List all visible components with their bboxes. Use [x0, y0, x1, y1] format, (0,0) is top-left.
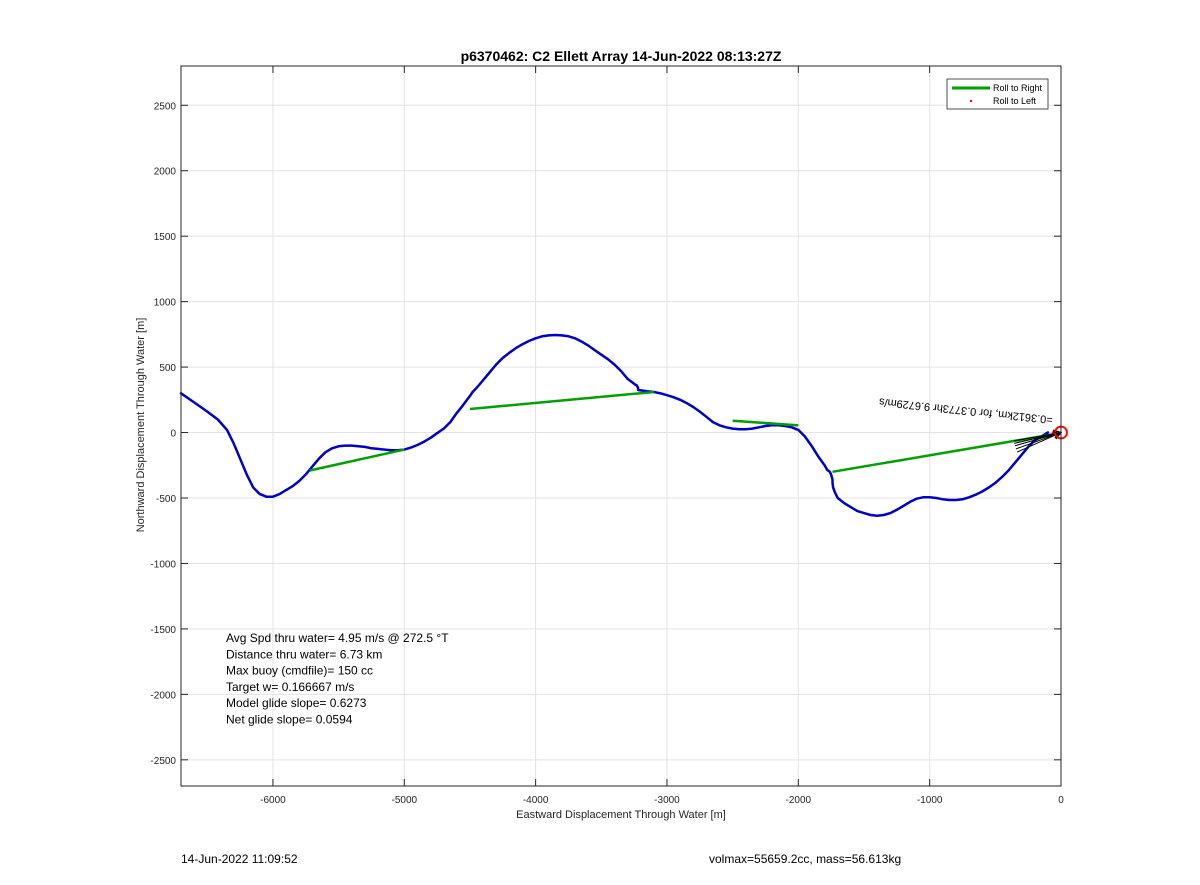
- current-label: =0.3612km, for 0.3773hr 9.6729m/s: [878, 395, 1053, 425]
- axes-box: [180, 65, 1062, 787]
- y-tick-label: -2000: [150, 690, 176, 701]
- y-tick-label: -500: [156, 494, 176, 505]
- track-line: [179, 333, 1050, 517]
- stats-line: Net glide slope= 0.0594: [226, 713, 353, 727]
- grid: [181, 66, 1062, 786]
- stats-line: Model glide slope= 0.6273: [226, 696, 367, 710]
- legend-label-roll-right: Roll to Right: [993, 83, 1043, 93]
- y-tick-label: 1500: [154, 232, 177, 243]
- plot-area: =0.3612km, for 0.3773hr 9.6729m/s: [179, 333, 1068, 517]
- footer-timestamp: 14-Jun-2022 11:09:52: [181, 852, 298, 866]
- stats-line: Avg Spd thru water= 4.95 m/s @ 272.5 °T: [226, 631, 449, 645]
- y-tick-label: 2000: [154, 167, 177, 178]
- roll-right-segment: [469, 390, 654, 411]
- roll-right-segment: [309, 448, 405, 472]
- stats-line: Max buoy (cmdfile)= 150 cc: [226, 664, 373, 678]
- legend-label-roll-left: Roll to Left: [993, 96, 1037, 106]
- current-arrow: [1014, 432, 1062, 447]
- y-tick-label: 0: [170, 429, 176, 440]
- x-tick-label: -4000: [523, 795, 549, 806]
- axis-ticks: -6000 -5000 -4000 -3000 -2000 -1000 0-2500-200…: [150, 66, 1064, 806]
- y-tick-label: 1000: [154, 298, 177, 309]
- x-tick-label: -1000: [917, 795, 943, 806]
- x-tick-label: -5000: [391, 795, 417, 806]
- stats-annotations: Avg Spd thru water= 4.95 m/s @ 272.5 °T D…: [226, 631, 449, 727]
- y-tick-label: -2500: [150, 756, 176, 767]
- legend-dot-roll-left: [969, 99, 973, 103]
- roll-right-segment: [732, 419, 799, 427]
- y-tick-label: -1000: [150, 559, 176, 570]
- legend-box: [946, 78, 1049, 110]
- y-axis-label: Northward Displacement Through Water [m]: [135, 318, 147, 533]
- y-tick-label: -1500: [150, 625, 176, 636]
- x-tick-label: -2000: [786, 795, 812, 806]
- y-tick-label: 500: [159, 363, 176, 374]
- current-arrow: [1016, 432, 1062, 453]
- x-axis-label: Eastward Displacement Through Water [m]: [516, 809, 726, 821]
- x-tick-label: 0: [1058, 795, 1064, 806]
- y-tick-label: 2500: [154, 101, 177, 112]
- current-arrow: [1015, 432, 1062, 450]
- stats-line: Target w= 0.166667 m/s: [226, 680, 354, 694]
- legend: Roll to Right Roll to Left: [946, 78, 1049, 110]
- x-tick-label: -3000: [654, 795, 680, 806]
- chart-title: p6370462: C2 Ellett Array 14-Jun-2022 08…: [461, 48, 782, 64]
- stats-line: Distance thru water= 6.73 km: [226, 647, 382, 661]
- x-tick-label: -6000: [260, 795, 286, 806]
- footer-vol-mass: volmax=55659.2cc, mass=56.613kg: [709, 852, 902, 866]
